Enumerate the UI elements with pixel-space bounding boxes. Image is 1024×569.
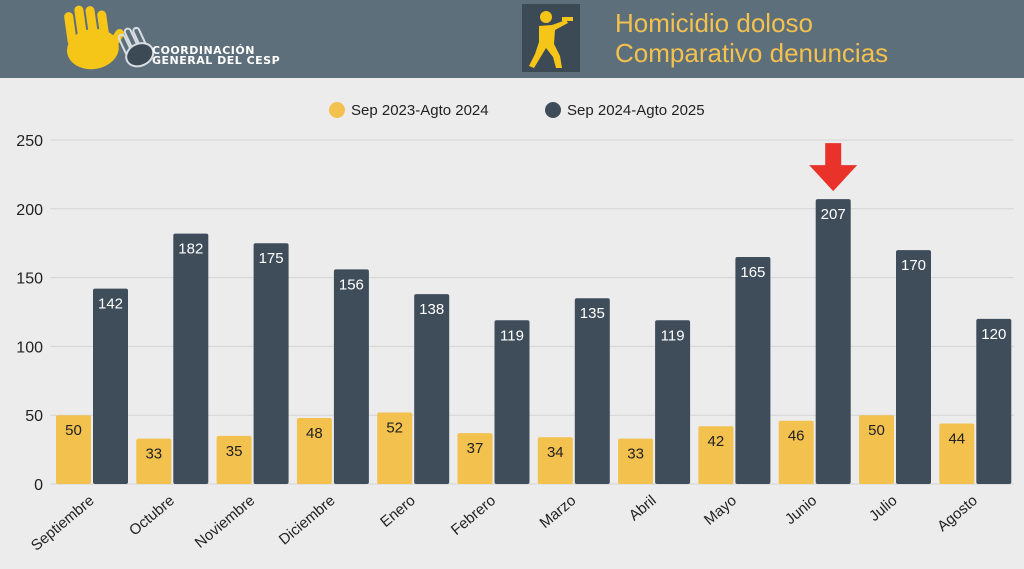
data-label-series-2: 175 [259,250,284,267]
x-category-label: Noviembre [192,492,258,552]
org-name: COORDINACIÓN GENERAL DEL CESP [152,44,281,67]
data-label-series-1: 48 [306,425,323,442]
gunman-icon [529,11,573,68]
data-label-series-1: 33 [145,446,162,463]
data-label-series-1: 46 [788,428,805,445]
bar-series-1 [457,433,493,484]
gunman-icon-box [522,4,580,72]
x-category-label: Marzo [537,492,580,532]
bar-series-2 [173,233,209,484]
data-label-series-1: 50 [868,422,885,439]
bar-series-2 [976,318,1012,484]
title-line2: Comparativo denuncias [615,38,889,68]
org-name-line1: COORDINACIÓN [152,44,255,57]
x-category-label: Septiembre [28,492,98,554]
hands-logo-icon [64,5,155,70]
data-label-series-2: 119 [500,327,524,344]
bar-series-1 [618,438,654,484]
bar-series-1 [56,415,91,484]
data-label-series-1: 34 [547,444,564,461]
data-label-series-2: 165 [740,264,765,281]
y-tick-label: 150 [16,271,43,288]
bar-series-2 [333,269,369,484]
y-tick-label: 200 [16,202,43,219]
data-label-series-2: 119 [661,327,685,344]
y-tick-label: 0 [34,477,43,494]
x-category-label: Julio [866,492,901,525]
bar-series-1 [859,415,894,484]
bar-series-2 [815,199,851,484]
x-category-label: Abril [626,492,660,524]
bar-series-2 [253,243,289,484]
x-category-label: Diciembre [276,492,339,548]
data-label-series-1: 35 [226,443,243,460]
legend-marker-series-1 [329,102,345,118]
bar-series-2 [93,288,128,484]
org-name-line2: GENERAL DEL CESP [152,54,281,67]
data-label-series-1: 42 [708,433,725,450]
legend-label-series-1: Sep 2023-Agto 2024 [351,102,489,119]
data-label-series-1: 50 [65,422,82,439]
x-category-label: Enero [377,492,419,531]
data-label-series-2: 170 [901,257,926,274]
bar-series-2 [655,320,691,484]
data-label-series-1: 52 [386,419,403,436]
data-label-series-1: 37 [467,440,484,457]
bar-series-1 [136,438,172,484]
data-label-series-1: 44 [948,430,965,447]
bar-series-1 [698,426,734,484]
x-category-label: Agosto [934,492,981,535]
bar-series-1 [377,412,413,484]
y-tick-label: 50 [25,408,43,425]
x-category-label: Octubre [126,492,178,539]
data-label-series-2: 156 [339,276,364,293]
bar-series-1 [216,435,252,484]
x-category-label: Febrero [448,492,499,539]
bar-series-1 [778,420,814,484]
data-label-series-2: 182 [178,241,203,258]
bar-series-2 [494,320,530,484]
bar-chart: 0 50 100 150 200 250 Sep 2023-Agto 2024 Sep 202… [16,102,1014,554]
data-label-series-2: 120 [981,326,1006,343]
legend-label-series-2: Sep 2024-Agto 2025 [567,102,705,119]
header-banner: COORDINACIÓN GENERAL DEL CESP Homicidio … [0,0,1024,78]
x-category-label: Junio [782,492,820,528]
bar-series-1 [537,437,573,484]
bar-series-2 [574,298,610,484]
bar-series-2 [896,250,931,484]
bar-series-2 [735,256,771,484]
data-label-series-2: 142 [98,296,123,313]
chart-title: Homicidio doloso Comparativo denuncias [615,8,888,68]
data-label-series-2: 138 [419,301,444,318]
data-label-series-2: 207 [821,206,846,223]
y-tick-label: 250 [16,133,43,150]
legend-marker-series-2 [545,102,561,118]
data-label-series-2: 135 [580,305,605,322]
y-tick-label: 100 [16,339,43,356]
bar-series-2 [414,294,450,484]
x-category-label: Mayo [701,492,740,529]
bar-series-1 [939,423,975,484]
title-line1: Homicidio doloso [615,8,813,38]
highlight-arrow-icon [809,143,858,192]
chart-area: 0 50 100 150 200 250 Sep 2023-Agto 2024 Sep 202… [0,78,1024,569]
data-label-series-1: 33 [627,446,644,463]
bar-series-1 [296,417,332,484]
